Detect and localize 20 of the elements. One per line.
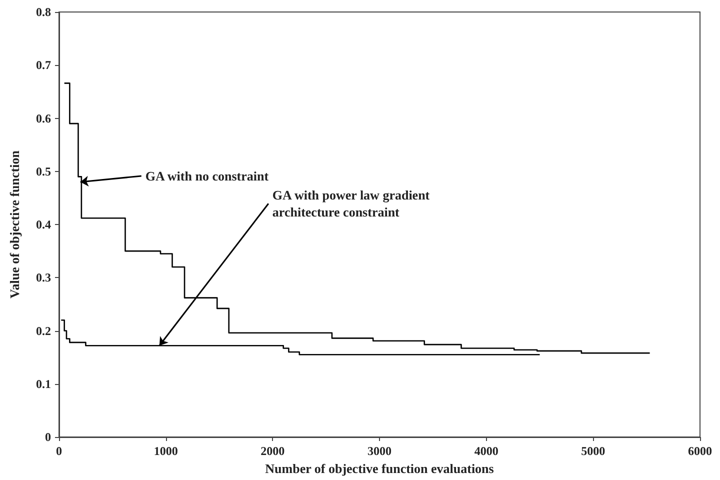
y-tick-label: 0.7 [36,58,51,72]
y-tick-label: 0.3 [36,270,51,285]
x-tick-label: 4000 [474,444,498,458]
x-tick-label: 5000 [581,444,606,458]
x-axis-title: Number of objective function evaluations [265,460,494,476]
annotation: GA with power law gradient architecture constraint [272,188,430,220]
x-tick-label: 3000 [368,444,392,458]
y-tick-label: 0.8 [36,5,51,19]
x-tick-label: 0 [56,444,62,458]
y-tick-label: 0 [45,430,51,444]
y-tick-label: 0.5 [36,164,51,178]
x-tick-label: 6000 [688,444,712,458]
x-tick-label: 1000 [154,444,178,458]
annotation: GA with no constraint [145,168,270,184]
y-axis-title: Value of objective function [7,150,22,298]
x-tick-label: 2000 [260,444,285,458]
y-tick-label: 0.4 [36,218,51,232]
y-tick-label: 0.1 [36,376,51,391]
y-tick-label: 0.2 [36,324,51,338]
y-tick-label: 0.6 [36,111,51,126]
